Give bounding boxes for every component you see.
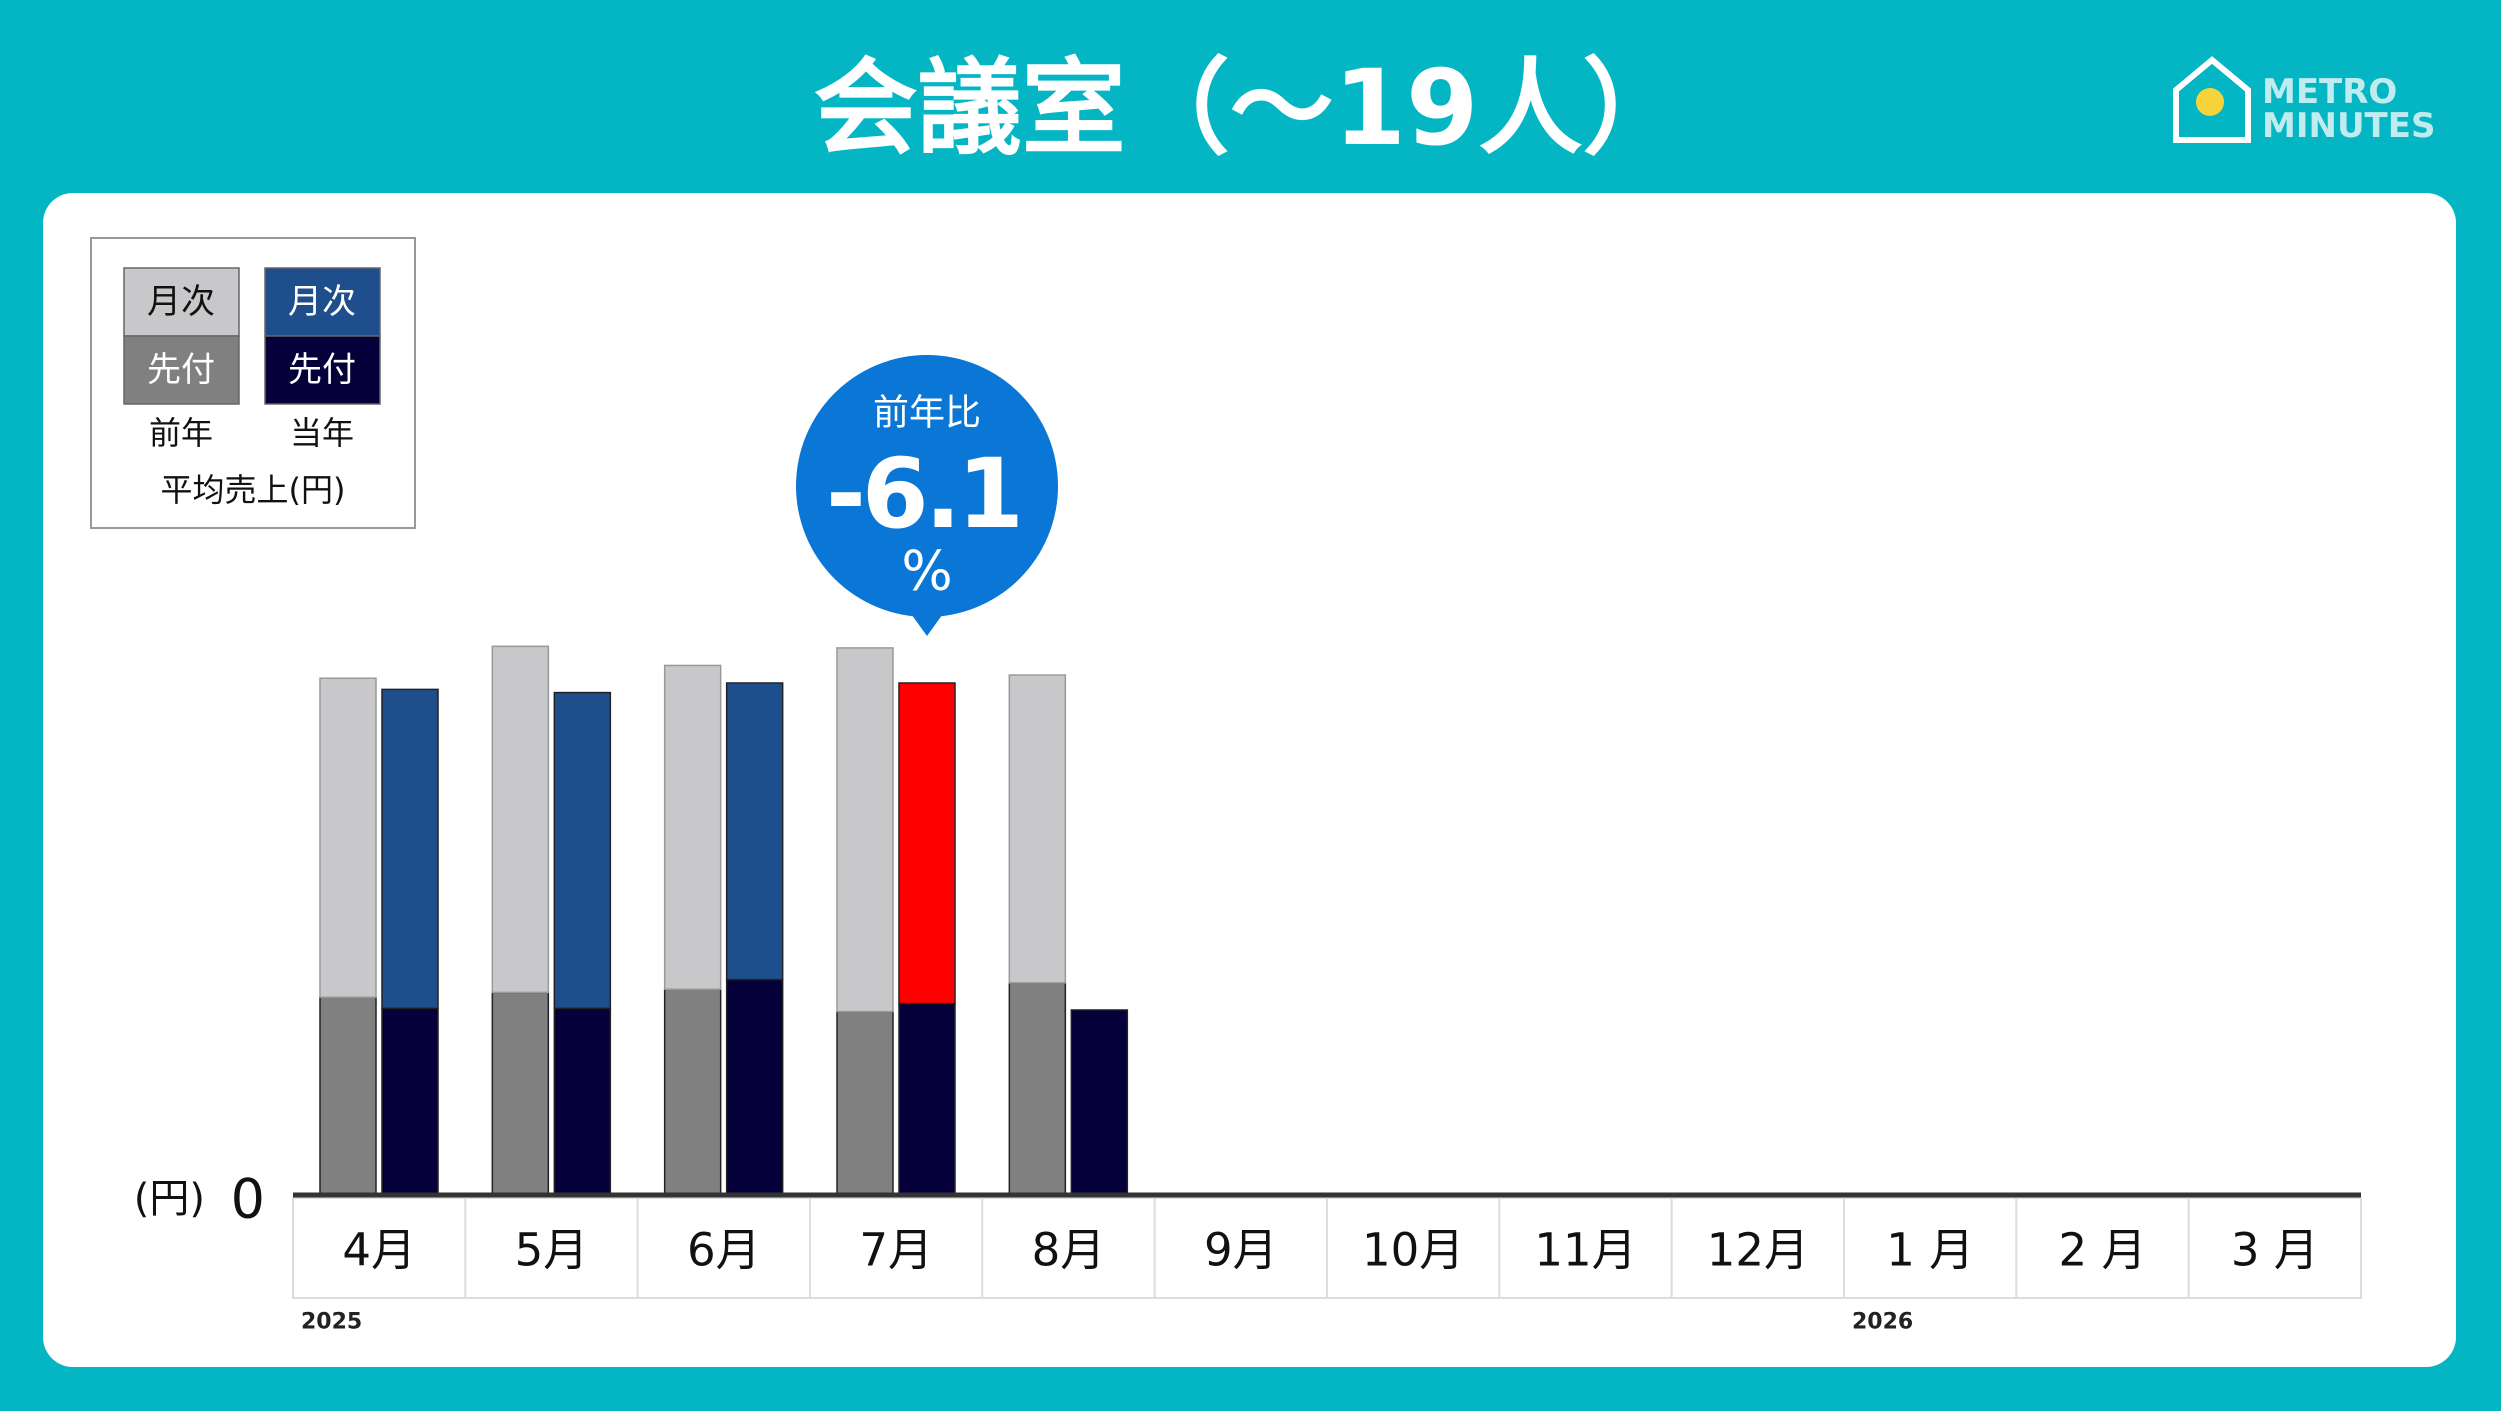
bar-segment [491, 991, 550, 1196]
bar-segment [725, 978, 784, 1196]
legend-group-label: 前年 [149, 414, 213, 452]
x-tick-label: 5月 [515, 1224, 589, 1277]
bar-segment [836, 647, 894, 1013]
bar-segment [381, 688, 439, 1010]
bar-segment [1070, 1009, 1129, 1196]
y-unit-label: (円) [134, 1176, 205, 1222]
bar-segment [491, 645, 550, 994]
category-cell [2015, 1197, 2190, 1299]
legend-label: 月次 [288, 282, 356, 322]
legend-swatch [123, 267, 240, 337]
chart-title: 会議室（〜19人） [814, 47, 1687, 169]
panel [43, 193, 2456, 1367]
category-cell [1326, 1197, 1501, 1299]
category-cell [636, 1197, 812, 1299]
x-tick-label: 8月 [1032, 1224, 1106, 1277]
logo: METRO MINUTES [2173, 56, 2435, 146]
logo-text: MINUTES [2262, 106, 2435, 146]
x-tick-label: 4月 [342, 1224, 416, 1277]
legend-swatch [264, 335, 381, 405]
legend-label: 先付 [288, 350, 356, 390]
bar-segment [319, 996, 377, 1196]
x-tick-label: 1 月 [1886, 1224, 1974, 1277]
x-group-label: 2025 [301, 1310, 362, 1335]
bar-segment [663, 988, 722, 1196]
y-tick-label: 0 [231, 1168, 265, 1231]
logo-house [2173, 56, 2251, 143]
category-cell [809, 1197, 984, 1299]
logo-pin [2196, 88, 2224, 116]
logo-text: METRO [2262, 72, 2397, 112]
legend-swatch [123, 335, 240, 405]
x-tick-label: 2 月 [2059, 1224, 2147, 1277]
legend-label: 先付 [147, 350, 215, 390]
category-cell [464, 1197, 639, 1299]
bar-segment [381, 1007, 439, 1196]
category-cell [1670, 1197, 1845, 1299]
bar-segment [898, 1002, 956, 1196]
callout-label: 前年比 [873, 393, 981, 434]
category-cell [2187, 1197, 2363, 1299]
bar-segment [725, 682, 784, 981]
category-cell [1498, 1197, 1673, 1299]
category-cell [981, 1197, 1156, 1299]
bar-segment [553, 1007, 612, 1196]
x-group-label: 2026 [1852, 1310, 1913, 1335]
bar-segment [898, 682, 956, 1005]
x-tick-label: 6月 [687, 1224, 761, 1277]
legend-group-label: 当年 [290, 414, 354, 452]
bar-segment [319, 677, 377, 998]
callout-bubble [796, 355, 1058, 617]
callout-value: -6.1 [826, 438, 1020, 550]
category-cell [1153, 1197, 1328, 1299]
x-tick-label: 3 月 [2231, 1224, 2319, 1277]
x-tick-label: 10月 [1362, 1224, 1464, 1277]
x-tick-label: 12月 [1707, 1224, 1809, 1277]
bar-segment [663, 664, 722, 990]
callout-unit: % [901, 540, 952, 603]
bar-segment [1008, 674, 1067, 984]
legend-label: 月次 [147, 282, 215, 322]
callout-pointer [909, 611, 945, 636]
x-tick-label: 11月 [1534, 1224, 1636, 1277]
x-tick-label: 9月 [1204, 1224, 1278, 1277]
x-tick-label: 7月 [859, 1224, 933, 1277]
bar-segment [553, 691, 612, 1010]
category-cell [1843, 1197, 2018, 1299]
legend-caption: 平均売上(円) [161, 471, 346, 509]
bar-segment [1008, 982, 1067, 1196]
bar-segment [836, 1010, 894, 1196]
legend-swatch [264, 267, 381, 337]
